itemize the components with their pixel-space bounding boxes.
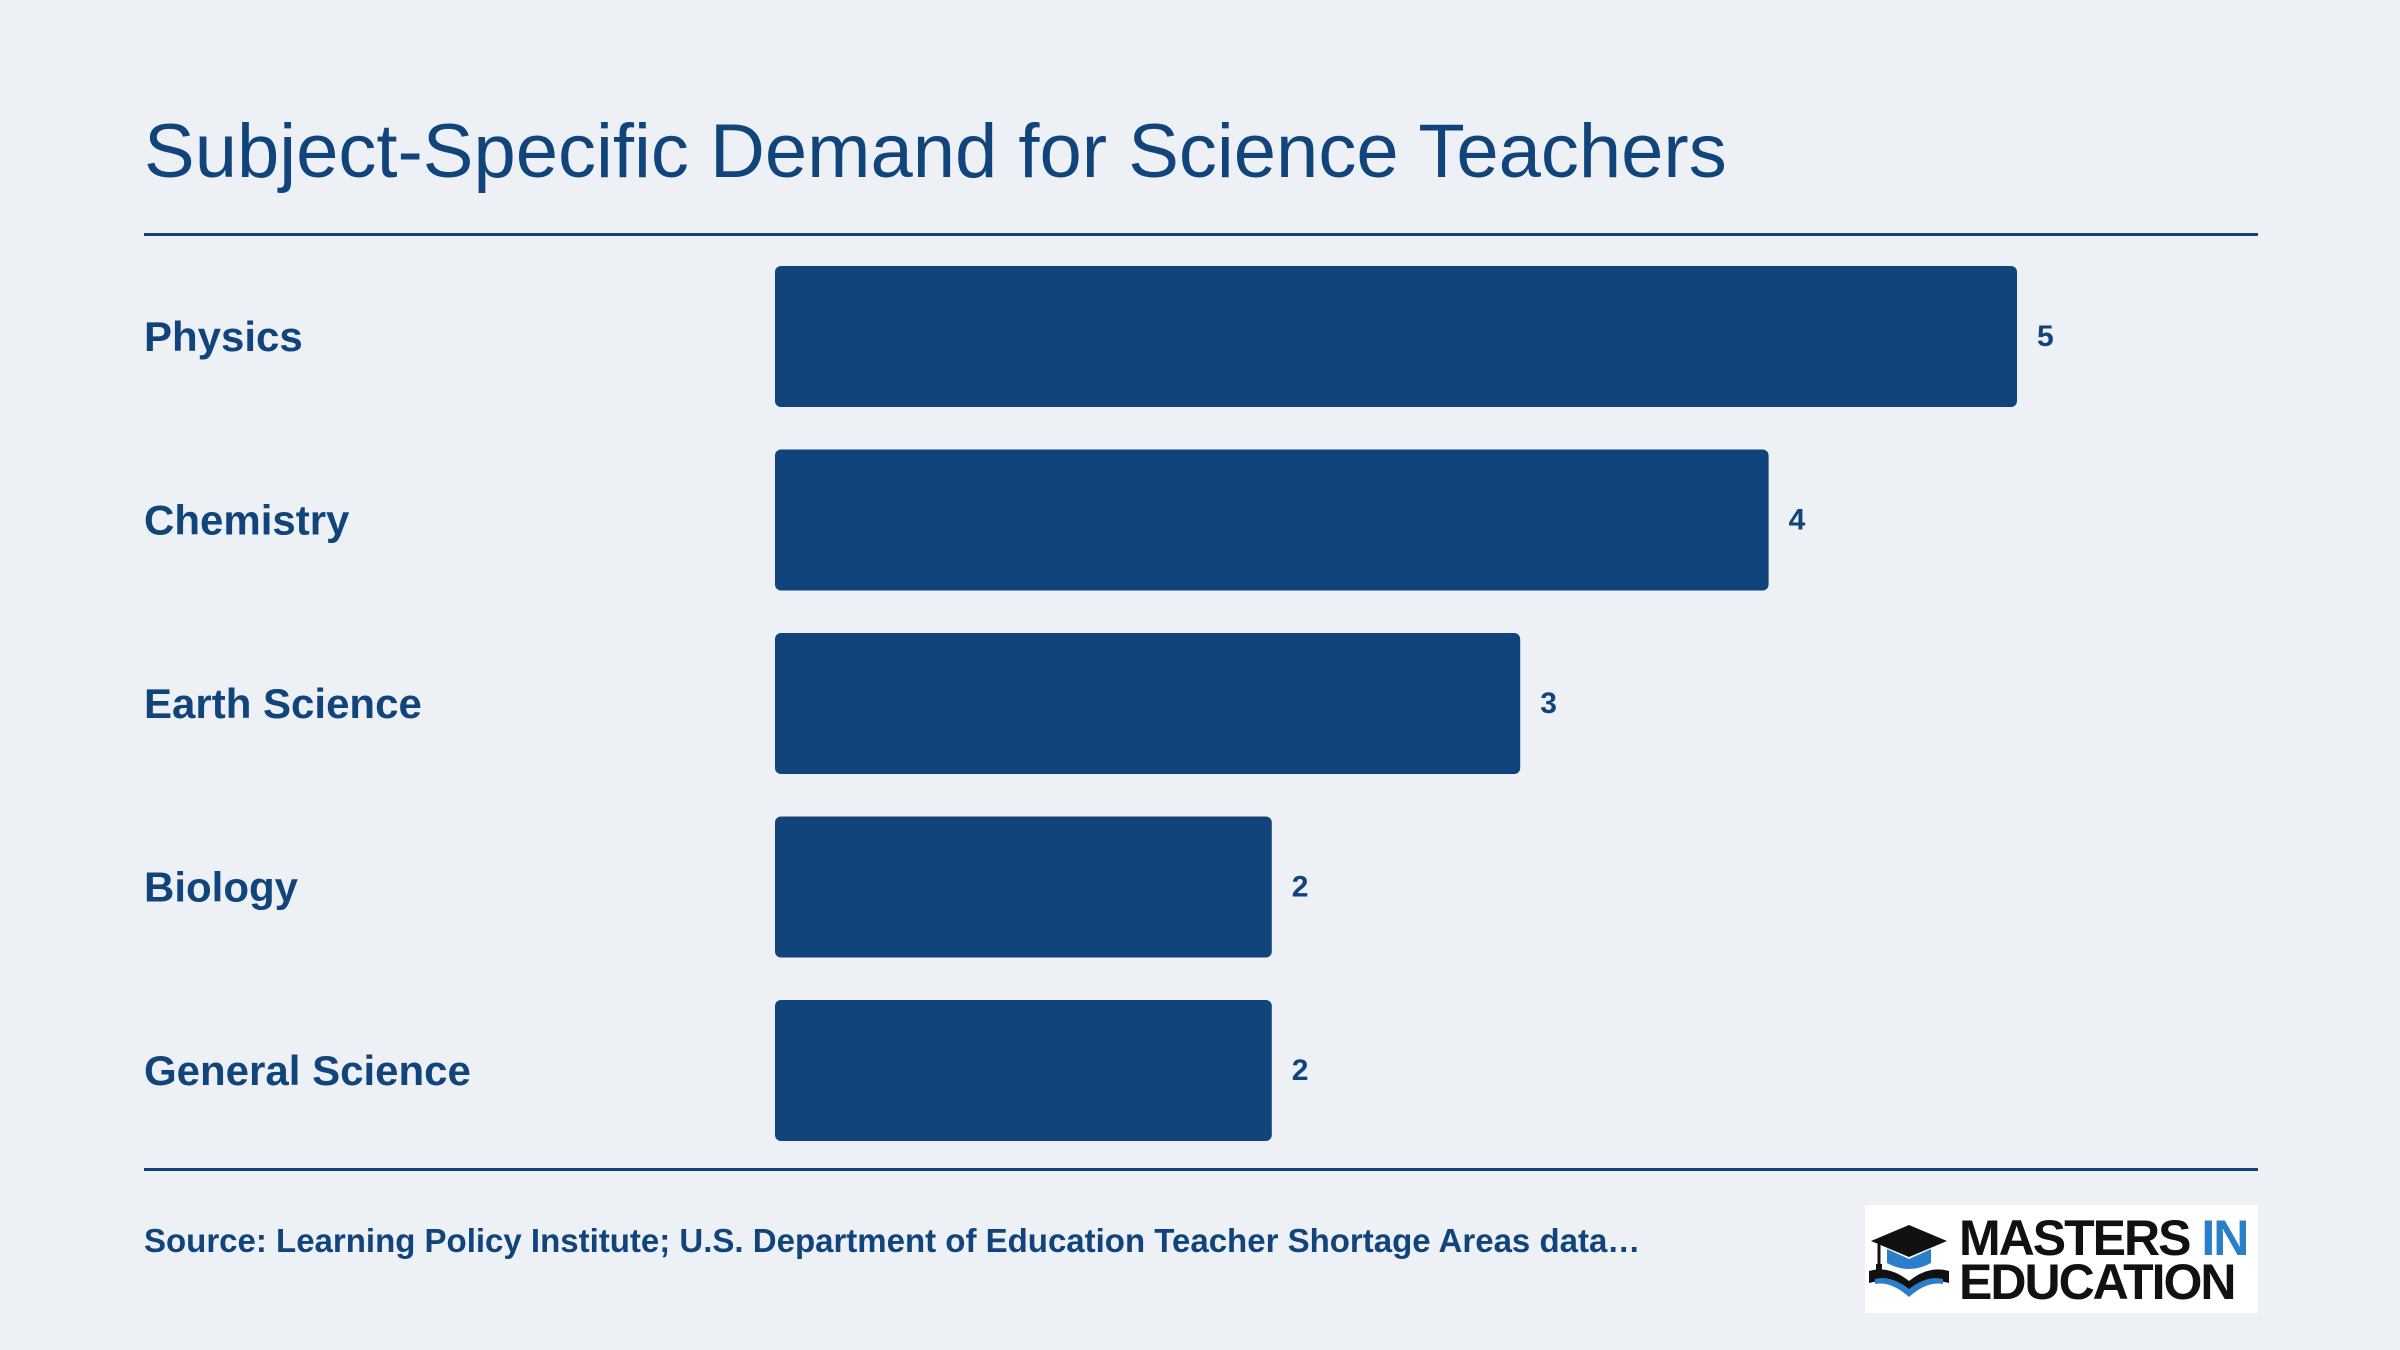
bar-chart: Physics 5 Chemistry 4 Earth Science 3 Biology 2… <box>144 266 2054 1141</box>
bar-chemistry <box>775 449 1769 591</box>
bar-general-science <box>775 1000 1272 1141</box>
graduation-cap-book-icon <box>1869 1225 1949 1297</box>
top-divider <box>144 233 2258 236</box>
value-label-biology: 2 <box>1292 871 1309 904</box>
masters-in-education-logo: MASTERS IN EDUCATION <box>1865 1205 2258 1313</box>
category-label-earth-science: Earth Science <box>144 680 422 727</box>
category-label-physics: Physics <box>144 313 303 360</box>
value-label-physics: 5 <box>2037 320 2054 353</box>
value-label-general-science: 2 <box>1292 1054 1309 1087</box>
category-label-chemistry: Chemistry <box>144 497 350 544</box>
source-note: Source: Learning Policy Institute; U.S. … <box>144 1222 1641 1259</box>
logo-text-line1: MASTERS IN <box>1959 1210 2249 1266</box>
chart-title: Subject-Specific Demand for Science Teac… <box>144 109 1727 194</box>
value-label-chemistry: 4 <box>1789 504 1806 537</box>
bar-biology <box>775 816 1272 958</box>
bottom-divider <box>144 1168 2258 1171</box>
logo-text-line2: EDUCATION <box>1959 1254 2237 1310</box>
value-label-earth-science: 3 <box>1540 687 1557 720</box>
bar-earth-science <box>775 633 1521 774</box>
category-label-general-science: General Science <box>144 1047 471 1094</box>
category-label-biology: Biology <box>144 864 299 911</box>
bar-physics <box>775 266 2017 407</box>
